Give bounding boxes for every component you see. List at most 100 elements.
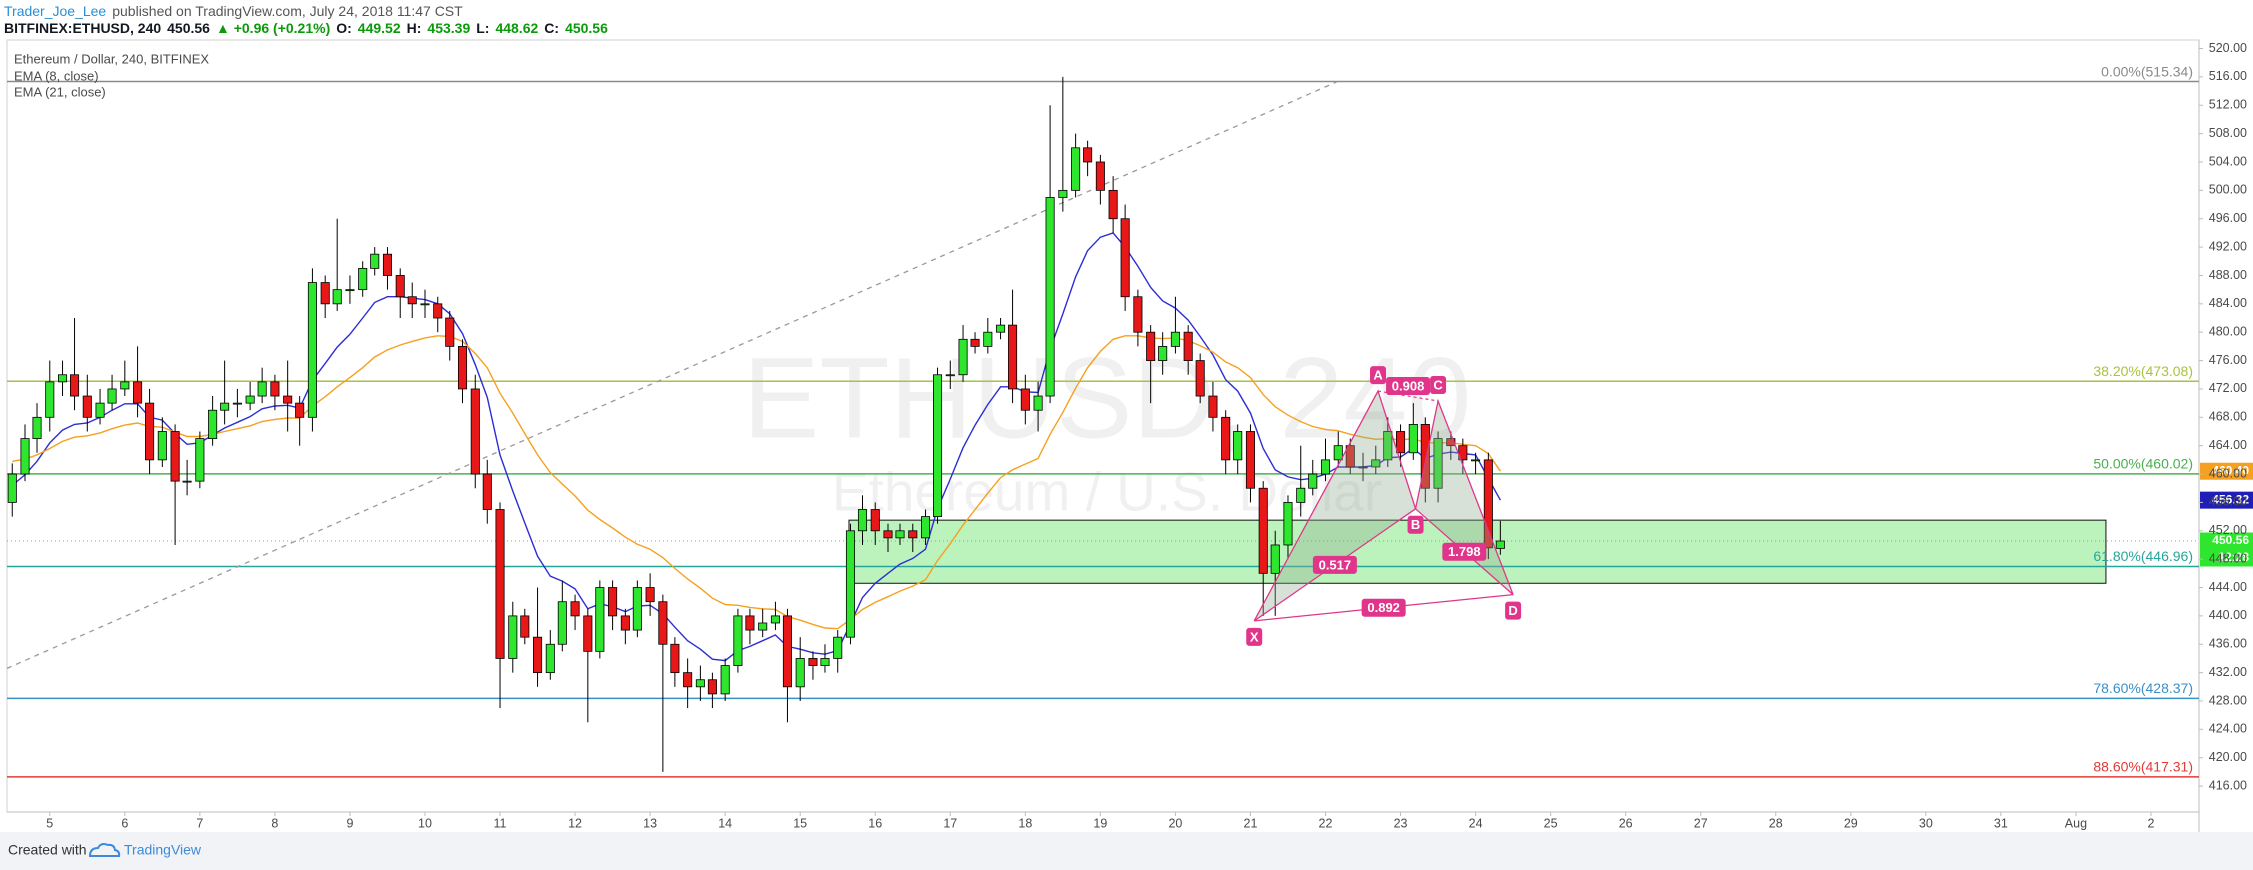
candle-body [82,395,92,418]
x-tick-label: 29 [1844,816,1858,830]
candle-body [1146,331,1156,361]
candle-body [1283,502,1293,546]
candle-body [1358,466,1368,469]
x-tick-label: 24 [1469,816,1483,830]
candle-body [958,338,968,376]
candle-body [1183,331,1193,361]
candle-body [595,587,605,652]
price-tag [2200,491,2253,509]
candle-body [632,587,642,631]
header-part: 448.62 [495,20,538,36]
y-tick-label: 460.00 [2209,466,2247,480]
candle-body [1383,431,1393,461]
y-tick-label: 504.00 [2209,154,2247,168]
fib-label: 38.20%(473.08) [2093,363,2193,379]
candle-body [120,381,130,390]
candle-body [195,438,205,482]
y-tick-label: 500.00 [2209,183,2247,197]
candle-body [1195,360,1205,397]
x-tick-label: 20 [1168,816,1182,830]
fib-label: 61.80%(446.96) [2093,548,2193,564]
y-tick-label: 508.00 [2209,126,2247,140]
candle-body [1133,296,1143,333]
candle-body [557,601,567,645]
x-tick-label: 30 [1919,816,1933,830]
candle-body [608,587,618,617]
author-link[interactable]: Trader_Joe_Lee [4,3,106,19]
candle-body [32,416,42,439]
candle-body [70,374,80,397]
candle-body [583,615,593,652]
candle-body [996,324,1006,333]
point-box [1246,627,1263,646]
candle-body [1045,197,1055,397]
x-tick-label: 12 [568,816,582,830]
point-label: X [1250,629,1259,644]
header-line: BITFINEX:ETHUSD, 240 450.56 ▲ +0.96 (+0.21… [4,20,608,36]
candle-body [508,615,518,659]
candle-body [920,516,931,539]
candle-body [1083,147,1093,163]
price-tag [2200,462,2253,480]
x-tick-label: 9 [346,816,353,830]
candle-body [482,473,492,510]
candle-body [1258,487,1268,574]
candle-body [883,530,893,539]
y-tick-label: 492.00 [2209,239,2247,253]
candle-body [20,438,30,475]
footer-text: Created with [8,842,87,858]
y-tick-label: 484.00 [2209,296,2247,310]
candle-body [407,296,417,305]
y-tick-label: 520.00 [2209,41,2247,55]
fib-label: 78.60%(428.37) [2093,680,2193,696]
footer-brand[interactable]: TradingView [124,842,202,858]
ratio-label: 0.892 [1367,600,1400,615]
x-tick-label: 19 [1093,816,1107,830]
y-tick-label: 464.00 [2209,438,2247,452]
candle-body [420,303,430,306]
point-box [1370,366,1387,385]
candle-body [157,431,167,461]
candle-body [908,530,918,539]
candle-body [970,338,980,347]
candle-body [1221,416,1231,461]
y-tick-label: 516.00 [2209,69,2247,83]
candle-body [245,395,255,404]
header-part: published on TradingView.com, July 24, 2… [112,3,463,19]
candle-body [58,374,68,383]
legend-title: Ethereum / Dollar, 240, BITFINEX [14,51,209,66]
x-tick-label: 31 [1994,816,2008,830]
y-tick-label: 496.00 [2209,211,2247,225]
y-tick-label: 476.00 [2209,353,2247,367]
candle-body [820,658,830,666]
x-tick-label: 21 [1244,816,1258,830]
header-part: ▲ +0.96 (+0.21%) [216,20,330,36]
candle-body [1345,445,1355,468]
candle-body [457,345,468,390]
x-tick-label: 13 [643,816,657,830]
y-tick-label: 444.00 [2209,580,2247,594]
candle-body [495,509,505,659]
candle-body [358,267,368,291]
overlay-layer: 0.517 0.908 1.798 0.892 X A B C D 460.40 456.32 450… [1246,366,2253,646]
fib-label: 50.00%(460.02) [2093,456,2193,472]
point-label: B [1411,517,1420,532]
y-tick-label: 428.00 [2209,693,2247,707]
point-label: A [1373,368,1383,383]
y-tick-label: 420.00 [2209,750,2247,764]
y-tick-label: 432.00 [2209,665,2247,679]
fib-label: 0.00%(515.34) [2101,63,2193,79]
candle-body [295,402,305,418]
price-tag-label: 456.32 [2212,492,2249,506]
candle-body [182,480,192,483]
candle-body [733,615,743,666]
candle-body [870,509,880,532]
x-tick-label: 18 [1018,816,1032,830]
candle-body [933,374,943,518]
candle-body [370,253,380,269]
header-line: Trader_Joe_Lee published on TradingView.c… [4,3,463,19]
x-tick-label: 7 [196,816,203,830]
candle-body [1320,459,1331,475]
